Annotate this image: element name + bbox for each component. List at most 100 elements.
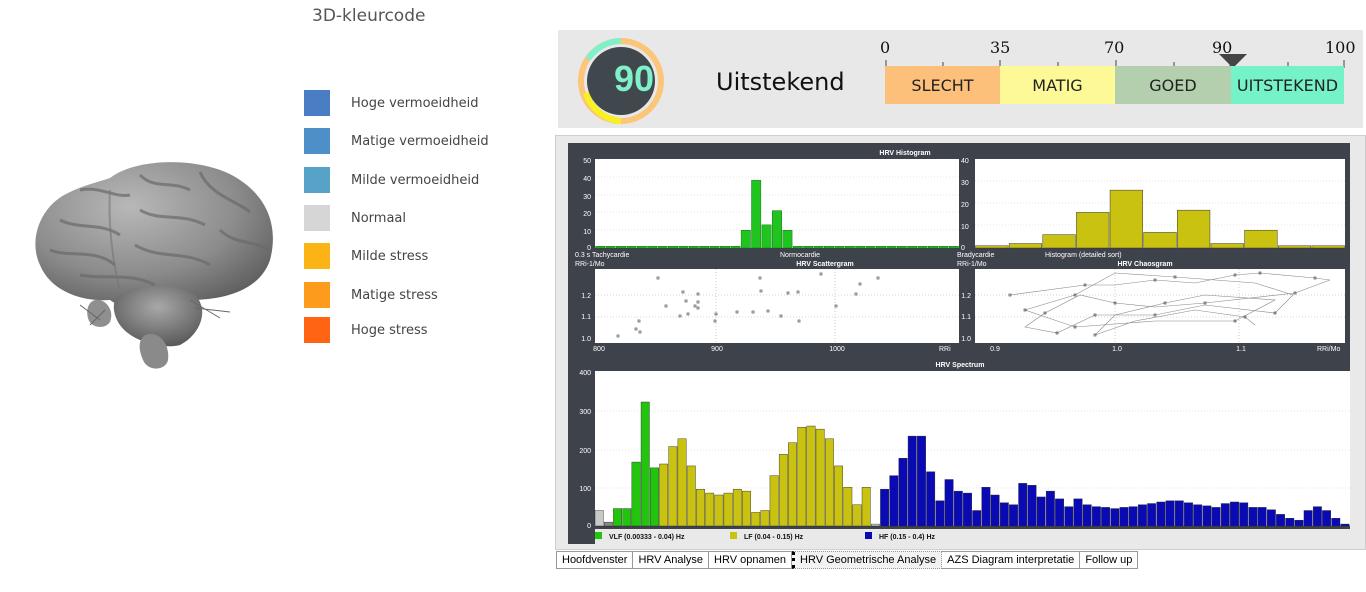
spectrum-bar xyxy=(1165,500,1175,527)
spectrum-bar xyxy=(668,446,678,527)
spectrum-bar xyxy=(631,461,641,527)
histogram-left-bar xyxy=(844,246,855,249)
histogram-left-bar xyxy=(699,246,710,249)
spectrum-bar xyxy=(613,508,623,527)
histogram-title: HRV Histogram xyxy=(879,150,930,157)
spectrum-bar xyxy=(1202,505,1212,527)
scale-number-0: 0 xyxy=(880,38,891,57)
spectrum-bar xyxy=(843,487,853,527)
spectrum-bar xyxy=(1045,490,1055,527)
spectrum-legend-bar xyxy=(595,529,1350,544)
tab-azs-diagram-interpretatie[interactable]: AZS Diagram interpretatie xyxy=(942,551,1081,569)
histogram-left-bar xyxy=(626,246,637,249)
histogram-right-ytick: 20 xyxy=(961,202,969,209)
tab-hrv-analyse[interactable]: HRV Analyse xyxy=(633,551,710,569)
legend-label: Matige vermoeidheid xyxy=(351,133,489,149)
histogram-left-bar xyxy=(917,246,928,249)
legend-swatch xyxy=(304,205,330,231)
histogram-left-bar xyxy=(824,246,834,249)
label-bradycardie: Bradycardie xyxy=(957,252,994,259)
spectrum-bar xyxy=(990,494,1000,527)
spectrum-bar xyxy=(696,488,705,527)
histogram-left-ytick: 0 xyxy=(587,245,591,252)
spectrum-bar xyxy=(1294,519,1304,527)
tab-hrv-geometrische-analyse[interactable]: HRV Geometrische Analyse xyxy=(792,551,943,569)
legend-item-normaal: Normaal xyxy=(304,205,406,231)
spectrum-bar xyxy=(926,471,936,527)
tab-hoofdvenster[interactable]: Hoofdvenster xyxy=(556,551,634,569)
label-normocardie: Normocardie xyxy=(780,252,820,259)
spectrum-bar xyxy=(889,475,899,527)
histogram-right-bar xyxy=(1076,212,1110,249)
spectrum-bar xyxy=(972,510,982,527)
legend-swatch xyxy=(304,128,330,154)
histogram-left-bar xyxy=(709,246,720,249)
scale-number-70: 70 xyxy=(1104,38,1125,57)
spectrum-bar xyxy=(1174,500,1184,527)
histogram-right-bar xyxy=(1143,232,1177,249)
spectrum-bar xyxy=(1331,518,1341,527)
histogram-left-bar xyxy=(928,246,938,249)
histogram-left-bar xyxy=(688,246,699,249)
spectrum-bar xyxy=(1230,501,1239,527)
spectrum-bar xyxy=(1091,506,1101,527)
spectrum-title: HRV Spectrum xyxy=(936,362,985,369)
chaosgram-title: HRV Chaosgram xyxy=(1117,261,1172,268)
spectrum-bar xyxy=(723,492,733,527)
spectrum-bar xyxy=(1322,510,1331,527)
spectrum-ytick: 100 xyxy=(579,486,591,493)
histogram-left-bar xyxy=(751,180,762,249)
spectrum-bar xyxy=(604,521,613,527)
spectrum-bar xyxy=(751,512,761,527)
histogram-left-bar xyxy=(803,246,814,249)
legend-label: Normaal xyxy=(351,210,407,226)
spectrum-bar xyxy=(1082,504,1092,527)
spectrum-bar xyxy=(1073,498,1083,527)
histogram-left-bar xyxy=(948,246,959,249)
scattergram-xtick: 800 xyxy=(593,346,605,353)
tab-follow-up[interactable]: Follow up xyxy=(1080,551,1139,569)
spectrum-bar xyxy=(1184,502,1193,527)
histogram-right-bar xyxy=(1008,243,1043,249)
histogram-left-bar xyxy=(896,246,907,249)
chaosgram-trajectory xyxy=(1009,272,1331,336)
histogram-left-bar xyxy=(834,246,845,249)
histogram-right-ytick: 0 xyxy=(961,245,965,252)
spectrum-bar xyxy=(1119,507,1129,527)
chaosgram-ytick: 1.0 xyxy=(961,336,971,343)
spectrum-bar xyxy=(806,425,816,527)
spectrum-bar xyxy=(907,435,917,527)
spectrum-bar xyxy=(686,465,696,527)
spectrum-bar xyxy=(677,438,687,527)
histogram-right-yticks: 40 30 20 10 0 xyxy=(961,158,969,252)
histogram-left-bar xyxy=(657,246,668,249)
spectrum-bar xyxy=(1036,496,1046,527)
legend-title: 3D-kleurcode xyxy=(312,6,426,26)
spectrum-bar xyxy=(1101,507,1111,527)
scattergram-points xyxy=(616,272,880,338)
histogram-left-ytick: 30 xyxy=(583,194,591,201)
spectrum-bar xyxy=(1239,502,1249,527)
tab-hrv-opnamen[interactable]: HRV opnamen xyxy=(709,551,792,569)
hrv-charts: .t { font-family: "Liberation Sans", san… xyxy=(568,143,1350,544)
histogram-right-ytick: 10 xyxy=(961,224,969,231)
label-histogram-detailed: Histogram (detailed sort) xyxy=(1045,252,1122,259)
bottom-tabs: Hoofdvenster HRV Analyse HRV opnamen HRV… xyxy=(556,551,1139,569)
spectrum-bar xyxy=(981,487,991,527)
spectrum-bar xyxy=(815,428,825,527)
histogram-left-bar xyxy=(886,246,897,249)
segment-slecht: SLECHT xyxy=(885,66,1000,104)
chaosgram-xtick: RRi/Mo xyxy=(1317,346,1340,353)
legend-vlf-label: VLF (0.00333 - 0.04) Hz xyxy=(609,534,685,541)
spectrum-bar xyxy=(714,494,724,527)
histogram-right-ytick: 40 xyxy=(961,158,969,165)
histogram-left-bar xyxy=(730,246,741,249)
histogram-right-bar xyxy=(1210,243,1244,249)
spectrum-bar xyxy=(1110,508,1120,527)
spectrum-bar xyxy=(999,502,1009,527)
spectrum-bar xyxy=(917,435,926,527)
spectrum-bar xyxy=(1257,507,1267,527)
histogram-right-bar xyxy=(975,245,1009,249)
histogram-right-bar xyxy=(1311,245,1345,249)
chaosgram-xtick: 0.9 xyxy=(990,346,1000,353)
